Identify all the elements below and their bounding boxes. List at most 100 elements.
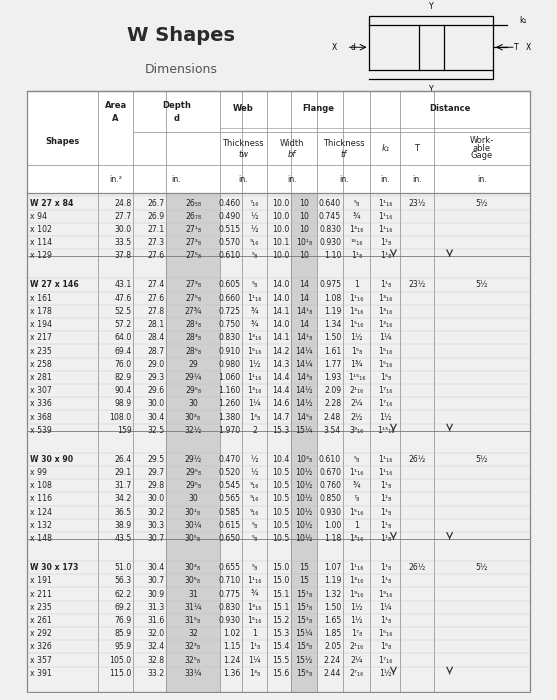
Text: 1.61: 1.61 xyxy=(324,346,341,356)
Text: 26.7: 26.7 xyxy=(148,199,165,208)
Text: x 129: x 129 xyxy=(30,251,52,260)
Text: bf: bf xyxy=(287,150,296,159)
Text: 0.470: 0.470 xyxy=(218,455,241,464)
Text: 1³₈: 1³₈ xyxy=(249,412,260,421)
Text: x 292: x 292 xyxy=(30,629,52,638)
Text: x 114: x 114 xyxy=(30,238,52,247)
Text: 0.615: 0.615 xyxy=(218,521,241,530)
Text: 0.490: 0.490 xyxy=(218,212,241,220)
Text: 27¹₈: 27¹₈ xyxy=(185,225,201,234)
Text: 28.7: 28.7 xyxy=(148,346,165,356)
Text: 32: 32 xyxy=(188,629,198,638)
Text: 0.830: 0.830 xyxy=(218,603,241,612)
Text: 15.1: 15.1 xyxy=(272,589,290,598)
Text: 1³₁₆: 1³₁₆ xyxy=(378,307,393,316)
Text: 43.5: 43.5 xyxy=(114,534,131,543)
Text: 28⁵₈: 28⁵₈ xyxy=(185,346,201,356)
Text: Distance: Distance xyxy=(429,104,471,113)
Text: 36.5: 36.5 xyxy=(114,508,131,517)
Text: in.: in. xyxy=(287,174,297,183)
Text: 2⁷₁₆: 2⁷₁₆ xyxy=(349,668,364,678)
Text: 1¹₁₆: 1¹₁₆ xyxy=(247,294,262,302)
Text: 30¹₈: 30¹₈ xyxy=(185,508,201,517)
Text: 27.8: 27.8 xyxy=(148,307,165,316)
Text: 33¼: 33¼ xyxy=(184,668,202,678)
Text: 1: 1 xyxy=(354,281,359,290)
Text: x 336: x 336 xyxy=(30,400,52,408)
Text: 76.9: 76.9 xyxy=(114,616,131,625)
Text: 1½: 1½ xyxy=(379,668,392,678)
Text: 29.8: 29.8 xyxy=(148,481,165,490)
Text: ⁷₈: ⁷₈ xyxy=(354,494,360,503)
Text: X: X xyxy=(331,43,337,52)
Text: 1¹₁₆: 1¹₁₆ xyxy=(378,225,393,234)
Text: 1.19: 1.19 xyxy=(324,576,341,585)
Text: 14¹₈: 14¹₈ xyxy=(296,307,312,316)
Text: 85.9: 85.9 xyxy=(114,629,131,638)
Text: 1³₈: 1³₈ xyxy=(249,668,260,678)
Text: ⁵₈: ⁵₈ xyxy=(354,199,360,208)
Text: 26.4: 26.4 xyxy=(114,455,131,464)
Text: 1¹₁₆: 1¹₁₆ xyxy=(349,468,364,477)
Text: ⁹₁₆: ⁹₁₆ xyxy=(250,481,259,490)
Text: 31.3: 31.3 xyxy=(148,603,165,612)
Text: 37.8: 37.8 xyxy=(114,251,131,260)
Text: 15.4: 15.4 xyxy=(272,643,290,652)
Text: 23½: 23½ xyxy=(408,199,426,208)
Text: 30³₈: 30³₈ xyxy=(185,412,201,421)
Text: ⁵₈: ⁵₈ xyxy=(251,251,257,260)
Text: ¾: ¾ xyxy=(251,589,258,598)
Text: 29⁵₈: 29⁵₈ xyxy=(185,481,201,490)
Text: 27.4: 27.4 xyxy=(148,281,165,290)
Text: 14.0: 14.0 xyxy=(272,281,290,290)
Text: 30: 30 xyxy=(188,494,198,503)
Text: 27⁵₈: 27⁵₈ xyxy=(185,251,201,260)
Text: ½: ½ xyxy=(251,225,258,234)
Text: 26₇₈: 26₇₈ xyxy=(185,212,201,220)
Text: 1³₁₆: 1³₁₆ xyxy=(247,386,262,395)
Text: 0.760: 0.760 xyxy=(319,481,341,490)
Text: 1¹₈: 1¹₈ xyxy=(380,251,391,260)
Text: 14.4: 14.4 xyxy=(272,373,290,382)
Text: 30.0: 30.0 xyxy=(148,400,165,408)
Text: 29⁵₈: 29⁵₈ xyxy=(185,468,201,477)
Text: 28³₈: 28³₈ xyxy=(185,333,201,342)
Text: 82.9: 82.9 xyxy=(114,373,131,382)
Text: X: X xyxy=(526,43,531,52)
Text: ⁵₈: ⁵₈ xyxy=(354,455,360,464)
Text: 26₅₈: 26₅₈ xyxy=(185,199,201,208)
Text: x 235: x 235 xyxy=(30,603,52,612)
Text: 56.3: 56.3 xyxy=(114,576,131,585)
Text: 2.28: 2.28 xyxy=(324,400,341,408)
Text: tf: tf xyxy=(341,150,347,159)
Text: 1¹₈: 1¹₈ xyxy=(380,238,391,247)
Text: x 116: x 116 xyxy=(30,494,52,503)
Text: 29½: 29½ xyxy=(184,455,202,464)
Text: 14⁵₈: 14⁵₈ xyxy=(296,412,312,421)
Text: 30⁵₈: 30⁵₈ xyxy=(185,534,201,543)
Text: 29⁵₈: 29⁵₈ xyxy=(185,386,201,395)
Text: 108.0: 108.0 xyxy=(109,412,131,421)
Text: x 539: x 539 xyxy=(30,426,52,435)
Text: 90.4: 90.4 xyxy=(114,386,131,395)
Text: 62.2: 62.2 xyxy=(114,589,131,598)
Text: x 178: x 178 xyxy=(30,307,52,316)
Text: 14³₈: 14³₈ xyxy=(296,373,312,382)
Text: 14.4: 14.4 xyxy=(272,386,290,395)
Text: 2¼: 2¼ xyxy=(350,656,363,664)
Text: 10.0: 10.0 xyxy=(272,251,290,260)
Text: in.: in. xyxy=(412,174,422,183)
Text: ½: ½ xyxy=(251,455,258,464)
Text: x 235: x 235 xyxy=(30,346,52,356)
Text: 27³₈: 27³₈ xyxy=(185,238,201,247)
Text: 1.50: 1.50 xyxy=(324,603,341,612)
Text: 38.9: 38.9 xyxy=(114,521,131,530)
Text: 2: 2 xyxy=(252,426,257,435)
Text: 1.07: 1.07 xyxy=(324,563,341,572)
Text: 1⁵₁₆: 1⁵₁₆ xyxy=(378,629,393,638)
Text: 0.605: 0.605 xyxy=(218,281,241,290)
Text: k₁: k₁ xyxy=(382,144,389,153)
Text: 10.5: 10.5 xyxy=(272,521,290,530)
Text: 14.1: 14.1 xyxy=(272,307,290,316)
Text: 32.5: 32.5 xyxy=(148,426,165,435)
